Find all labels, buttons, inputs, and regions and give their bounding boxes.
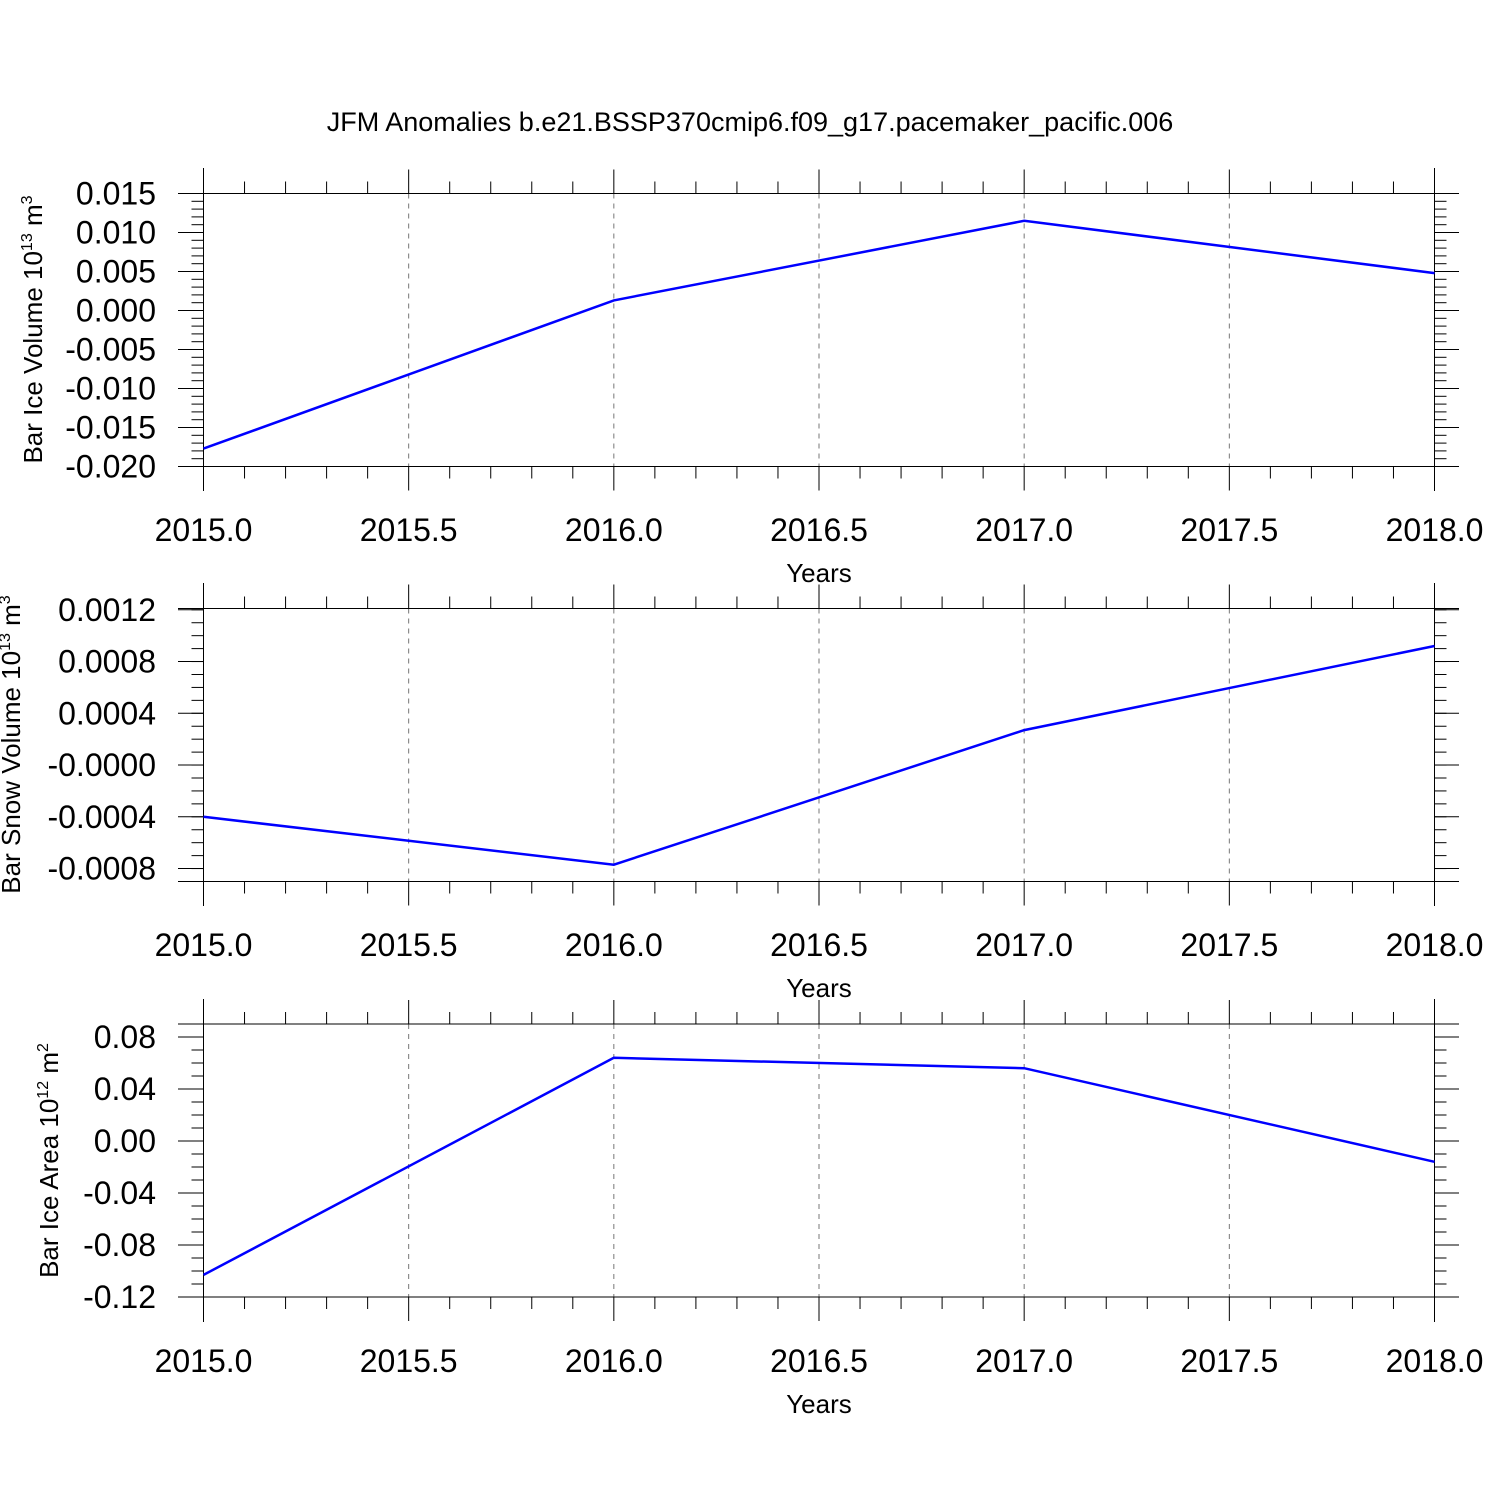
x-tick-label: 2015.5 [360,512,458,548]
y-tick-label: -0.020 [65,449,156,485]
y-axis-title: Bar Ice Area 1012 m2 [34,1043,64,1278]
x-tick-label: 2016.5 [770,927,868,963]
x-tick-label: 2018.0 [1386,1343,1484,1379]
x-tick-label: 2018.0 [1386,927,1484,963]
y-axis-title: Bar Snow Volume 1013 m3 [0,595,26,894]
x-tick-label: 2017.0 [975,1343,1073,1379]
y-tick-label: -0.08 [83,1227,156,1263]
series-line [203,219,1435,450]
y-tick-label: -0.12 [83,1279,156,1315]
y-axis-title: Bar Ice Volume 1013 m3 [18,195,48,463]
y-tick-label: 0.00 [94,1123,156,1159]
x-tick-label: 2015.5 [360,1343,458,1379]
chart-title: JFM Anomalies b.e21.BSSP370cmip6.f09_g17… [327,107,1174,137]
x-tick-label: 2016.0 [565,512,663,548]
x-tick-label: 2017.5 [1180,512,1278,548]
x-tick-label: 2015.5 [360,927,458,963]
y-tick-label: -0.005 [65,332,156,368]
x-tick-label: 2015.0 [155,512,253,548]
y-tick-label: -0.015 [65,410,156,446]
x-tick-label: 2015.0 [155,1343,253,1379]
y-tick-label: 0.000 [76,293,156,329]
y-tick-label: 0.0008 [58,644,156,680]
x-axis-title: Years [786,973,852,1003]
y-tick-label: -0.0008 [47,851,156,887]
y-tick-label: 0.015 [76,176,156,212]
chart-panel: 0.08 0.04 0.00 -0.04 -0.08 -0.12 2015.0 2015.5 2… [34,999,1483,1419]
x-tick-label: 2016.5 [770,1343,868,1379]
x-tick-label: 2016.0 [565,1343,663,1379]
x-tick-label: 2017.0 [975,512,1073,548]
y-tick-label: -0.0004 [47,799,156,835]
y-tick-label: 0.0012 [58,592,156,628]
chart-panels: 0.0150.0100.0050.000-0.005-0.010-0.015-0… [0,168,1483,1419]
x-tick-label: 2018.0 [1386,512,1484,548]
y-tick-label: 0.010 [76,215,156,251]
x-tick-label: 2015.0 [155,927,253,963]
series-line [203,644,1435,866]
x-tick-label: 2017.5 [1180,927,1278,963]
x-axis-title: Years [786,1389,852,1419]
x-tick-label: 2017.5 [1180,1343,1278,1379]
chart-panel: 0.0012 0.0008 0.0004 -0.0000 -0.0004 -0.0008 2… [0,583,1483,1003]
y-tick-label: -0.0000 [47,747,156,783]
y-tick-label: 0.005 [76,254,156,290]
chart-panel: 0.0150.0100.0050.000-0.005-0.010-0.015-0… [18,168,1483,588]
y-tick-label: 0.04 [94,1071,156,1107]
y-tick-label: -0.010 [65,371,156,407]
series-line [202,1056,1435,1277]
x-axis-title: Years [786,558,852,588]
x-tick-label: 2017.0 [975,927,1073,963]
x-tick-label: 2016.0 [565,927,663,963]
y-tick-label: 0.0004 [58,695,156,731]
x-tick-label: 2016.5 [770,512,868,548]
y-tick-label: 0.08 [94,1019,156,1055]
y-tick-label: -0.04 [83,1175,156,1211]
